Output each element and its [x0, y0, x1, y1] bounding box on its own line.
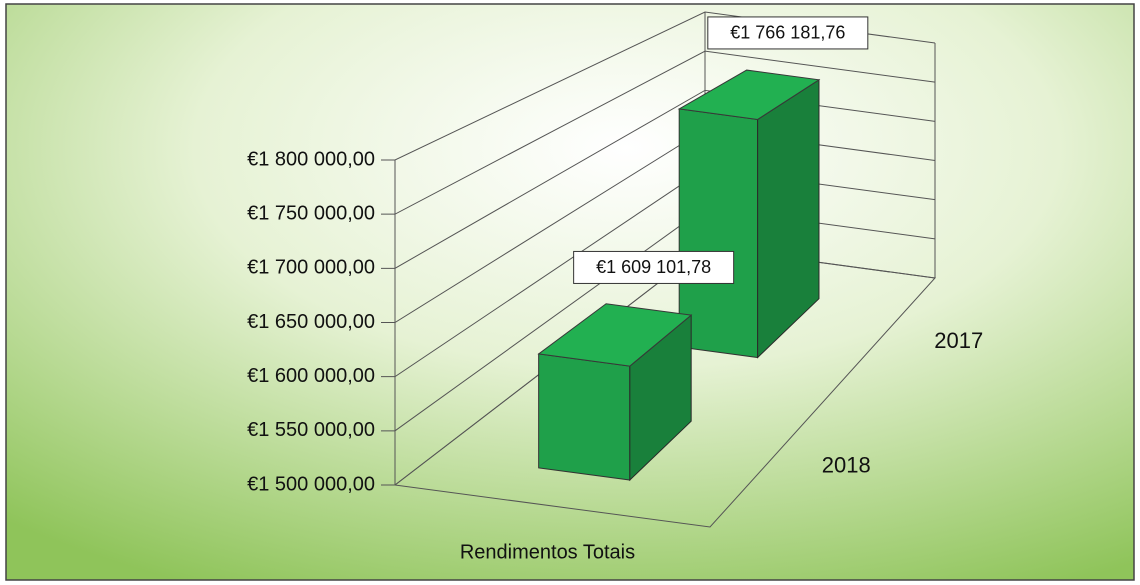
y-tick-label: €1 550 000,00	[247, 419, 375, 441]
bar-top	[677, 69, 821, 120]
x-tick-label: Rendimentos Totais	[460, 541, 635, 563]
y-tick-label: €1 800 000,00	[247, 148, 375, 170]
depth-label: 2018	[822, 453, 871, 478]
value-label-box	[707, 16, 869, 50]
grid-line	[381, 168, 936, 378]
grid-line	[381, 50, 936, 215]
bar-front	[538, 353, 631, 481]
grid-line	[381, 89, 936, 269]
y-tick-label: €1 500 000,00	[247, 473, 375, 495]
grid-line	[381, 207, 936, 432]
grid-line	[381, 128, 936, 323]
y-tick-label: €1 600 000,00	[247, 365, 375, 387]
y-tick-label: €1 700 000,00	[247, 257, 375, 279]
value-label: €1 609 101,78	[596, 257, 711, 277]
y-tick-label: €1 650 000,00	[247, 311, 375, 333]
value-label: €1 766 181,76	[730, 23, 845, 43]
value-label-box	[573, 250, 735, 284]
depth-label: 2017	[934, 328, 983, 353]
background	[5, 3, 1135, 581]
y-tick-label: €1 750 000,00	[247, 202, 375, 224]
bar-top	[537, 303, 693, 367]
